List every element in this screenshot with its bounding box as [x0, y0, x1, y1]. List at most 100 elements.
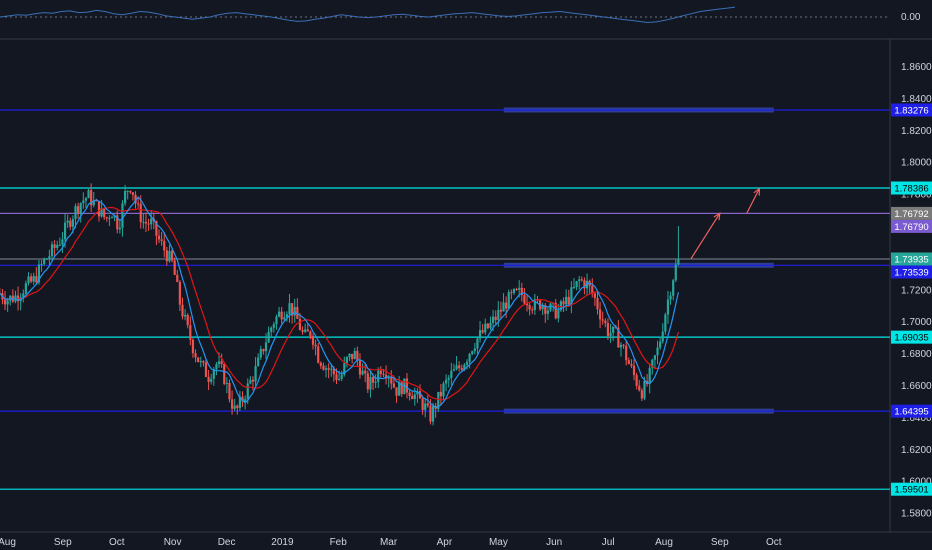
- candle-body: [220, 361, 223, 364]
- candle-body: [364, 370, 367, 374]
- candle-body: [56, 244, 59, 248]
- time-tick-label: Feb: [330, 537, 348, 548]
- time-tick-label: Aug: [0, 537, 16, 548]
- candle-body: [565, 296, 568, 305]
- time-tick-label: Sep: [54, 537, 72, 548]
- candle-body: [280, 311, 283, 320]
- price-tag-4: [891, 252, 932, 266]
- time-tick-label: Apr: [437, 537, 453, 548]
- candle-body: [460, 368, 463, 370]
- candle-body: [95, 200, 98, 202]
- price-tick-label: 1.80000: [901, 158, 932, 169]
- candle-body: [291, 303, 294, 316]
- candle-body: [471, 351, 474, 354]
- candle-body: [27, 276, 30, 284]
- candle-body: [463, 364, 466, 370]
- time-axis[interactable]: Aug Sep Oct Nov Dec 2019 Feb Mar Apr May Jun Jul Aug…: [0, 537, 782, 548]
- candle-body: [178, 281, 181, 305]
- candle-body: [181, 304, 184, 317]
- candle-body: [53, 244, 56, 248]
- candle-body: [439, 391, 442, 397]
- price-tag-8: [891, 482, 932, 496]
- candle-body: [24, 283, 27, 294]
- candle-body: [207, 376, 210, 382]
- time-tick-label: May: [489, 537, 508, 548]
- candle-body: [429, 405, 432, 422]
- candle-body: [578, 279, 581, 282]
- candle-body: [523, 295, 526, 304]
- candle-body: [191, 339, 195, 354]
- price-tag-label: 1.76790: [894, 222, 928, 233]
- candle-body: [612, 326, 615, 333]
- candle-body: [225, 382, 228, 384]
- oscillator-pane: 0.00: [0, 6, 921, 24]
- candle-body: [445, 379, 448, 384]
- candle-body: [465, 361, 469, 365]
- price-tick-label: 1.58000: [901, 509, 932, 520]
- candle-body: [144, 221, 148, 224]
- candle-body: [583, 280, 586, 289]
- candle-body: [236, 405, 239, 408]
- candle-body: [575, 281, 578, 288]
- candle-body: [87, 190, 90, 199]
- projection-arrow-1[interactable]: [746, 188, 760, 214]
- candle-body: [298, 318, 302, 330]
- candle-body: [447, 377, 450, 380]
- candle-body: [108, 217, 111, 219]
- candle-body: [390, 377, 393, 384]
- candle-body: [82, 200, 85, 204]
- price-tag-label: 1.73539: [894, 267, 928, 278]
- candle-body: [392, 383, 396, 388]
- price-tag-7: [891, 404, 932, 418]
- candle-body: [147, 223, 150, 225]
- candle-body: [398, 382, 401, 396]
- candle-body: [585, 280, 589, 289]
- price-axis[interactable]: 1.860001.840001.820001.800001.780001.760…: [901, 62, 932, 520]
- candle-body: [625, 345, 628, 361]
- candle-body: [293, 306, 296, 316]
- candle-body: [494, 316, 497, 320]
- oscillator-line: [0, 6, 736, 24]
- candle-body: [79, 203, 82, 214]
- candle-body: [277, 311, 281, 317]
- candle-body: [327, 368, 330, 370]
- candle-body: [32, 276, 35, 282]
- candle-body: [228, 382, 231, 400]
- candle-body: [340, 374, 343, 379]
- candle-body: [677, 259, 680, 265]
- candle-body: [348, 353, 351, 358]
- candle-body: [661, 331, 664, 342]
- candle-body: [199, 361, 202, 363]
- candle-body: [165, 250, 168, 262]
- candle-body: [63, 222, 67, 240]
- price-tick-label: 1.84000: [901, 94, 932, 105]
- candle-body: [123, 191, 127, 204]
- candle-body: [270, 327, 273, 332]
- price-tag-6: [891, 330, 932, 344]
- candle-body: [358, 360, 362, 375]
- candle-body: [520, 287, 523, 296]
- candle-body: [217, 361, 221, 365]
- time-tick-label: Sep: [711, 537, 729, 548]
- candle-body: [264, 342, 268, 352]
- candle-body: [69, 220, 72, 227]
- price-tick-label: 1.70000: [901, 317, 932, 328]
- projection-arrow-0[interactable]: [690, 212, 721, 260]
- candle-body: [160, 239, 163, 241]
- candle-body: [110, 217, 114, 219]
- candle-body: [442, 383, 445, 397]
- candle-body: [343, 363, 346, 375]
- candle-body: [204, 362, 208, 377]
- candle-body: [77, 206, 80, 214]
- candle-body: [452, 369, 456, 371]
- candle-body: [413, 394, 416, 400]
- price-tag-3: [891, 219, 932, 233]
- candle-body: [379, 370, 382, 374]
- candle-body: [246, 383, 249, 400]
- candle-body: [567, 296, 570, 304]
- candle-body: [593, 293, 596, 299]
- price-tag-1: [891, 181, 932, 195]
- candle-body: [507, 292, 510, 309]
